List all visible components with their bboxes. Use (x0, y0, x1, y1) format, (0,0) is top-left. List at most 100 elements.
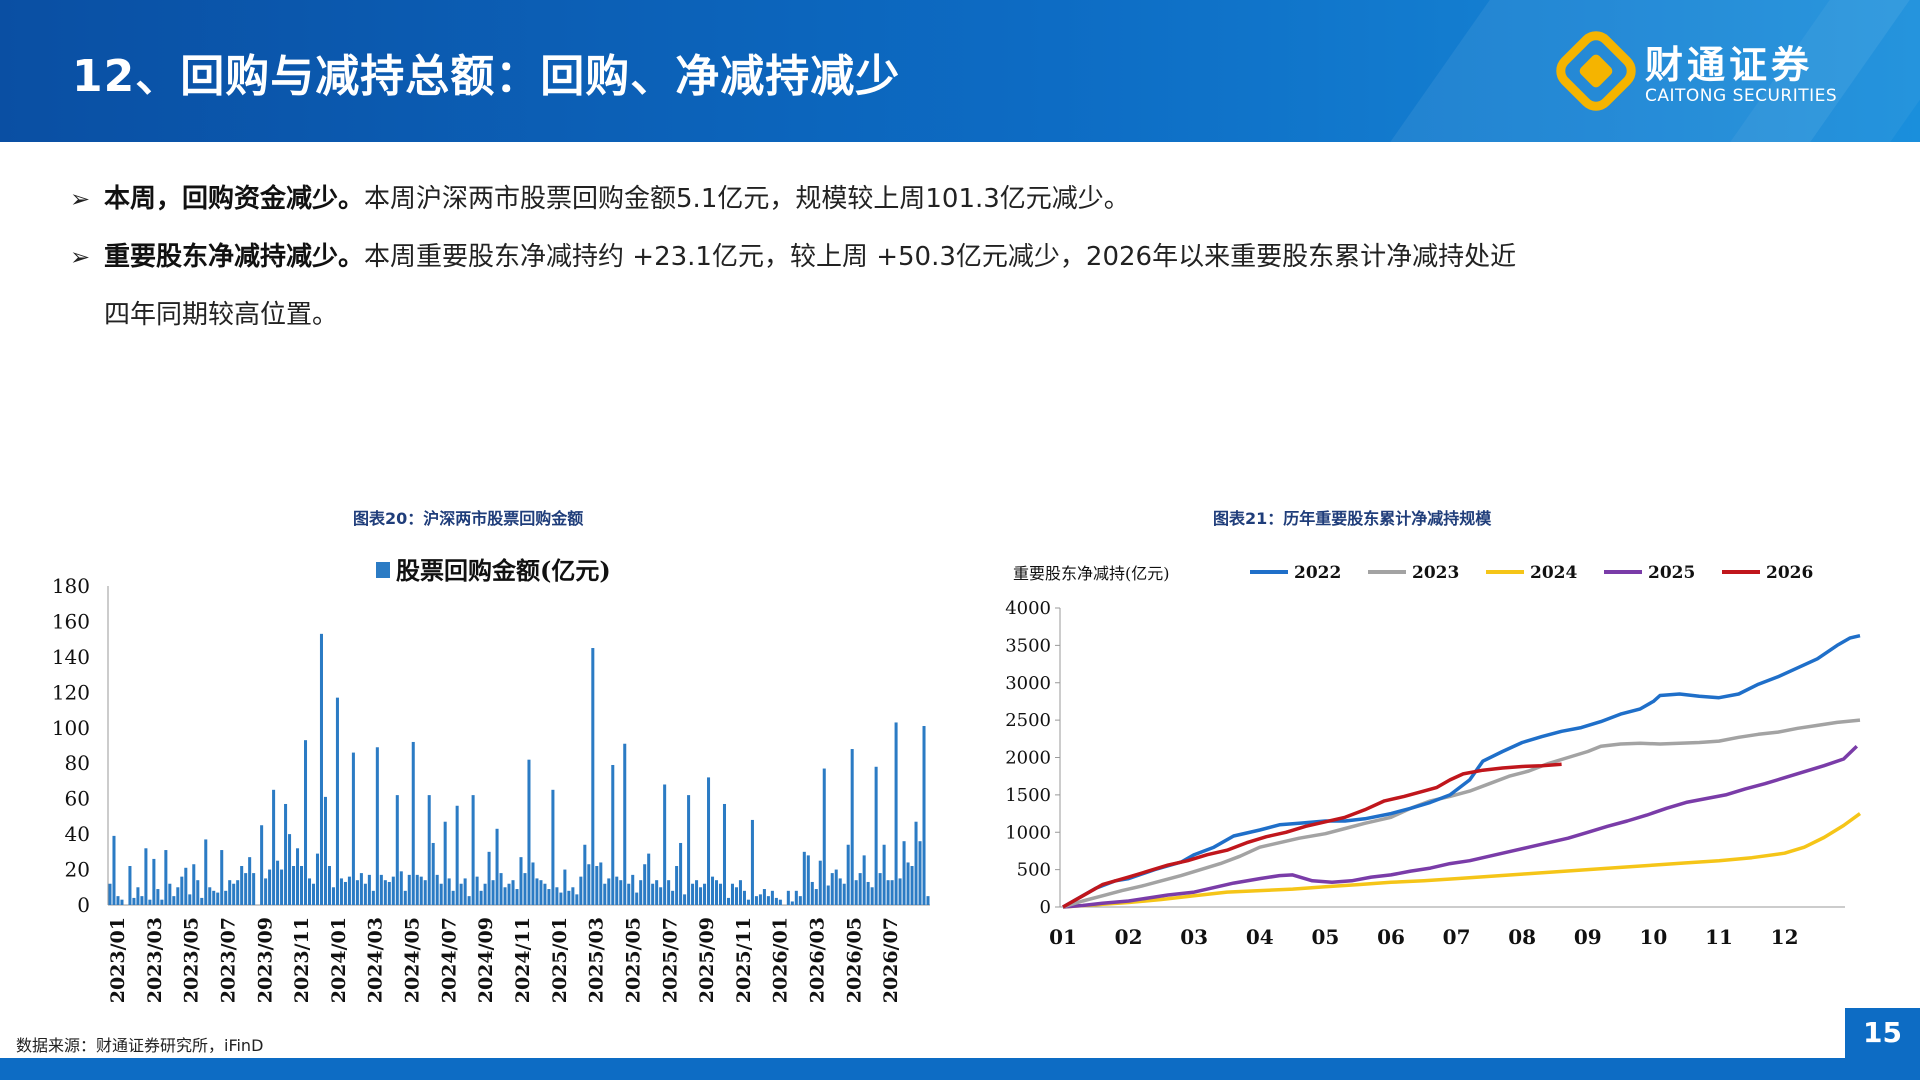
series-line-2025 (1062, 745, 1859, 909)
x-tick-label: 2024/09 (475, 917, 497, 1003)
bar (878, 873, 882, 905)
bar (367, 874, 371, 905)
x-tick-label: 2026/03 (807, 917, 829, 1003)
bar (766, 896, 770, 905)
x-tick-label: 02 (1115, 925, 1143, 949)
bar (172, 896, 176, 905)
bar (667, 880, 671, 905)
bar (918, 841, 922, 905)
legend-label-2023: 2023 (1412, 563, 1459, 583)
bar (300, 866, 304, 905)
x-tick-label: 2024/03 (365, 917, 387, 1003)
bar (663, 784, 667, 905)
bar (272, 789, 276, 905)
bullet-text: 本周沪深两市股票回购金额5.1亿元，规模较上周101.3亿元减少。 (364, 184, 1130, 214)
bar (467, 896, 471, 905)
bar (651, 883, 655, 905)
bar (391, 876, 395, 905)
bar (128, 866, 132, 905)
bar (240, 866, 244, 905)
bar (371, 890, 375, 905)
bar (854, 880, 858, 905)
bar (204, 839, 208, 905)
x-tick-label: 2025/05 (623, 917, 645, 1003)
bar (806, 855, 810, 905)
bar (319, 633, 323, 905)
bar (547, 889, 551, 905)
bar (459, 883, 463, 905)
bar (675, 866, 679, 905)
bar (531, 862, 535, 905)
bar (136, 887, 140, 905)
bar (483, 883, 487, 905)
y-tick-label: 100 (52, 716, 90, 740)
legend-label-2025: 2025 (1648, 563, 1695, 583)
series-line-2024 (1062, 812, 1862, 909)
page-number: 15 (1845, 1008, 1920, 1058)
bar (906, 862, 910, 905)
bar (734, 887, 738, 905)
bar (375, 747, 379, 905)
x-tick-label: 07 (1443, 925, 1471, 949)
y-tick-label: 2000 (1005, 748, 1051, 769)
bar (423, 880, 427, 905)
bar (399, 871, 403, 905)
bullet-arrow-icon: ➢ (70, 243, 91, 271)
bar (176, 887, 180, 905)
bar (842, 883, 846, 905)
y-tick-label: 4000 (1005, 598, 1051, 619)
bar (304, 740, 308, 905)
legend-label-2022: 2022 (1294, 563, 1341, 583)
legend-label-2024: 2024 (1530, 563, 1577, 583)
bar (387, 881, 391, 905)
bar (746, 899, 750, 905)
bar (144, 848, 148, 905)
x-tick-label: 2025/07 (659, 917, 681, 1003)
bar (722, 803, 727, 905)
x-tick-label: 2026/05 (843, 917, 865, 1003)
bar (471, 795, 475, 905)
bar (335, 697, 339, 905)
x-tick-label: 10 (1639, 925, 1667, 949)
y-tick-label: 80 (65, 751, 90, 775)
bar (351, 752, 355, 905)
bar (284, 803, 288, 905)
y-tick-label: 180 (52, 574, 90, 598)
bar (164, 850, 168, 905)
x-tick-label: 12 (1771, 925, 1799, 949)
x-tick-label: 2025/01 (549, 917, 571, 1003)
bar (870, 887, 874, 905)
x-tick-label: 09 (1574, 925, 1602, 949)
bar (160, 899, 164, 905)
bar (363, 883, 367, 905)
bar (439, 883, 443, 905)
bar (607, 878, 611, 905)
bar (487, 851, 491, 905)
bar (379, 874, 383, 905)
bar (603, 883, 607, 905)
bar (260, 825, 264, 905)
bar (180, 876, 184, 905)
bar (323, 796, 327, 905)
bar (311, 883, 316, 905)
page-title: 12、回购与减持总额：回购、净减持减少 (72, 51, 901, 102)
bar (200, 897, 204, 905)
bar (216, 892, 220, 905)
bar (583, 844, 587, 905)
bar (726, 897, 730, 905)
bar (383, 880, 387, 905)
bar (866, 881, 870, 905)
x-tick-label: 2025/03 (586, 917, 608, 1003)
bullet-text: 本周重要股东净减持约 +23.1亿元，较上周 +50.3亿元减少，2026年以来… (364, 242, 1517, 272)
bar (599, 862, 603, 905)
bar (862, 855, 866, 905)
x-tick-label: 08 (1508, 925, 1536, 949)
bar (671, 890, 675, 905)
bar (834, 869, 838, 905)
bar (427, 795, 431, 905)
bar (838, 878, 842, 905)
bar (699, 887, 703, 905)
bar (631, 874, 635, 905)
bar (691, 883, 695, 905)
bar (232, 883, 236, 905)
